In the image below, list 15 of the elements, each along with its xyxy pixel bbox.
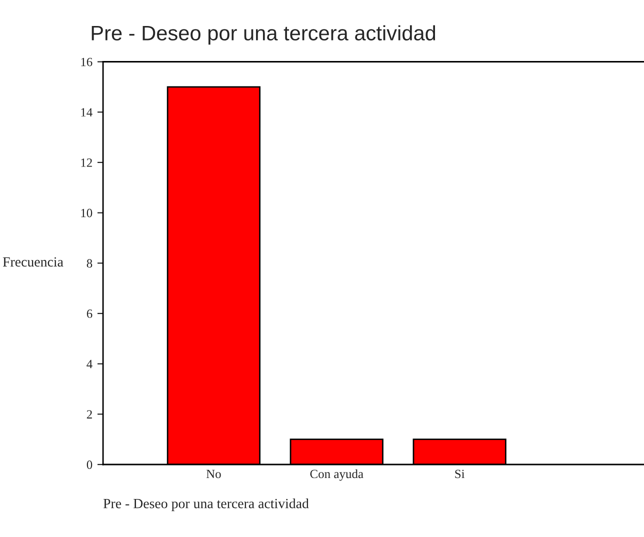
x-tick-label: Con ayuda [310, 469, 364, 481]
x-tick-label: No [206, 470, 221, 478]
y-tick-label: 16 [81, 58, 92, 66]
y-tick-label: 14 [81, 108, 92, 116]
y-axis-title: Frecuencia [2, 257, 64, 267]
y-tick-label: 8 [86, 259, 92, 268]
y-tick-label: 6 [86, 310, 92, 318]
chart-title: Pre - Deseo por una tercera actividad [92, 25, 436, 45]
x-axis-title: Pre - Deseo por una tercera actividad [103, 498, 309, 512]
x-tick-label: Si [455, 470, 465, 478]
y-tick-label: 12 [81, 158, 92, 167]
y-tick-label: 2 [86, 410, 92, 418]
y-tick-label: 0 [86, 460, 92, 469]
y-tick-label: 10 [81, 208, 92, 218]
y-tick-label: 4 [86, 360, 92, 368]
